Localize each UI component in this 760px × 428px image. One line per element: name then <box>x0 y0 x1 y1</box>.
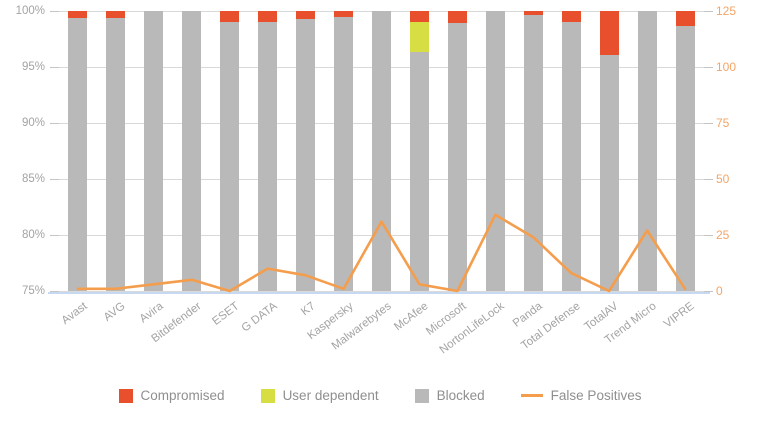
legend-square-swatch <box>118 388 133 403</box>
right-axis-tick <box>704 11 713 12</box>
right-axis-tick <box>704 179 713 180</box>
legend-item-blocked: Blocked <box>414 388 485 403</box>
bar-segment-blocked <box>106 17 126 291</box>
bar-segment-blocked <box>599 54 619 291</box>
bar-segment-blocked <box>561 22 581 291</box>
right-axis-label: 125 <box>716 4 737 18</box>
bar-segment-blocked <box>447 23 467 291</box>
bar-segment-user-dependent <box>409 22 429 53</box>
legend-label: Blocked <box>436 388 485 403</box>
left-axis-tick <box>50 235 59 236</box>
right-axis-label: 25 <box>716 228 730 242</box>
legend-item-user-dependent: User dependent <box>260 388 379 403</box>
left-axis-label: 80% <box>21 229 45 241</box>
legend-item-false-positives: False Positives <box>520 388 642 403</box>
bar-segment-compromised <box>334 11 354 17</box>
plot-area <box>59 11 704 293</box>
false-positives-polyline <box>76 213 687 293</box>
right-axis-label: 0 <box>716 284 723 298</box>
legend-square-swatch <box>414 388 429 403</box>
false-positives-line <box>76 213 687 293</box>
right-axis-label: 50 <box>716 172 730 186</box>
bar-segment-compromised <box>296 11 316 19</box>
right-axis-tick <box>704 67 713 68</box>
legend-square-swatch <box>260 388 275 403</box>
right-axis-label: 75 <box>716 116 730 130</box>
left-axis-label: 90% <box>21 117 45 129</box>
bar-segment-compromised <box>220 11 240 23</box>
left-axis-label: 95% <box>21 61 45 73</box>
legend-item-compromised: Compromised <box>118 388 225 403</box>
bar-segment-compromised <box>675 11 695 26</box>
bar-segment-blocked <box>372 11 391 291</box>
bar-segment-blocked <box>258 22 278 291</box>
legend-label: User dependent <box>282 388 379 403</box>
bar-segment-blocked <box>485 11 505 291</box>
right-axis-tick <box>704 235 713 236</box>
right-axis-label: 100 <box>716 60 737 74</box>
bar-segment-compromised <box>523 11 543 16</box>
bar-segment-compromised <box>447 11 467 24</box>
bar-segment-compromised <box>258 11 278 23</box>
left-axis-tick <box>50 11 59 12</box>
bar-segment-blocked <box>675 25 695 291</box>
bar-segment-compromised <box>561 11 581 23</box>
bar-segment-compromised <box>68 11 88 18</box>
bar-segment-blocked <box>409 52 429 291</box>
bar-segment-blocked <box>68 17 88 291</box>
x-axis-baseline <box>48 292 710 294</box>
bar-segment-compromised <box>409 11 429 23</box>
bar-segment-blocked <box>523 15 543 291</box>
bar-segment-blocked <box>296 18 316 291</box>
right-axis-tick <box>704 123 713 124</box>
legend-label: False Positives <box>550 388 642 403</box>
bar-segment-blocked <box>144 11 164 291</box>
bar-segment-compromised <box>599 11 619 55</box>
left-axis-label: 100% <box>15 5 45 17</box>
left-axis-tick <box>50 291 59 292</box>
legend-label: Compromised <box>140 388 225 403</box>
gridline <box>59 291 704 292</box>
right-axis-tick <box>704 291 713 292</box>
left-axis-label: 75% <box>21 285 45 297</box>
bar-segment-blocked <box>637 11 657 291</box>
bar-segment-blocked <box>220 22 240 291</box>
left-axis-tick <box>50 179 59 180</box>
left-axis-label: 85% <box>21 173 45 185</box>
bar-segment-blocked <box>182 11 202 291</box>
bar-segment-compromised <box>106 11 126 18</box>
left-axis-tick <box>50 67 59 68</box>
bar-segment-blocked <box>334 16 354 291</box>
legend-line-swatch <box>520 394 543 397</box>
legend: Compromised User dependent Blocked False Po… <box>0 388 760 403</box>
left-axis-tick <box>50 123 59 124</box>
